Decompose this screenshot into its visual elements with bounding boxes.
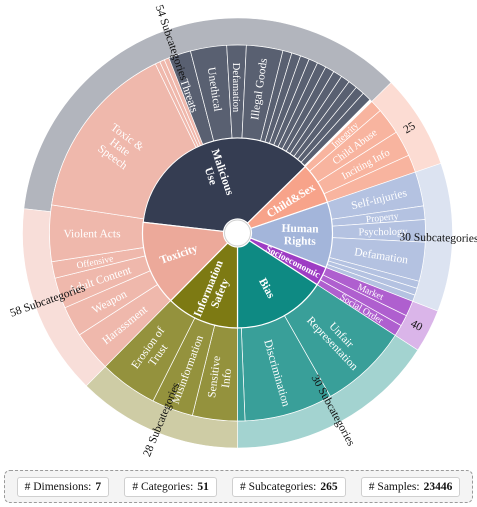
stat-dimensions-value: 7	[95, 480, 102, 493]
stat-categories: # Categories: 51	[124, 476, 217, 497]
stat-samples: # Samples: 23446	[360, 476, 461, 497]
stat-subcategories-label: # Subcategories:	[240, 480, 317, 493]
category-wedge-toxicity-8	[163, 57, 204, 146]
sunburst-chart: IllegalActivitiesFraudMisrepresentThreat…	[9, 3, 477, 458]
dimension-wedge-information-safety	[169, 242, 239, 329]
category-label-defamation: Defamation	[230, 63, 241, 113]
stat-dimensions: # Dimensions: 7	[16, 476, 110, 497]
dimension-wedge-toxicity	[141, 221, 229, 302]
dimension-wedge-bias	[236, 239, 319, 329]
dimension-label-human-rights: HumanRights	[281, 223, 319, 248]
stats-bar: # Dimensions: 7 # Categories: 51 # Subcate…	[4, 470, 473, 503]
subcategory-count-socioeconomic: 40	[408, 318, 424, 334]
stat-samples-label: # Samples:	[368, 480, 420, 493]
category-label-psychology: Psychology	[358, 227, 408, 239]
subcategory-count-child-sex: 25	[402, 120, 418, 136]
center-hole	[224, 219, 251, 247]
stat-subcategories: # Subcategories: 265	[232, 476, 346, 497]
stat-categories-value: 51	[197, 480, 209, 493]
stat-samples-value: 23446	[423, 480, 453, 493]
stat-subcategories-value: 265	[320, 480, 338, 493]
dimension-wedge-human-rights	[249, 201, 334, 269]
category-label-violent-acts: Violent Acts	[63, 228, 121, 240]
category-label-sensitive-info: SensitiveInfo	[206, 355, 235, 400]
stat-categories-label: # Categories:	[132, 480, 194, 493]
subcategory-count-human-rights: 30 Subcategories	[399, 231, 477, 245]
stat-dimensions-label: # Dimensions:	[24, 480, 92, 493]
